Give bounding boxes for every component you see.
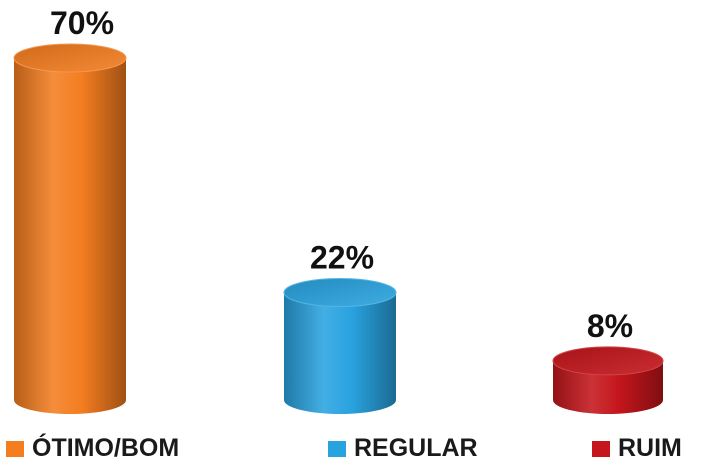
bar-body — [14, 58, 126, 414]
legend-swatch — [592, 441, 610, 457]
legend: ÓTIMO/BOM REGULAR RUIM — [6, 432, 682, 462]
legend-item: RUIM — [592, 434, 682, 462]
legend-label: REGULAR — [354, 434, 478, 462]
bar-top — [13, 43, 127, 73]
bar-body — [553, 360, 663, 414]
bar-top — [283, 278, 397, 308]
bar-ruim — [552, 346, 664, 414]
value-label: 8% — [587, 308, 633, 344]
legend-item: REGULAR — [328, 434, 478, 462]
bar-regular — [283, 278, 397, 414]
value-label: 70% — [50, 5, 114, 41]
legend-label: RUIM — [618, 434, 682, 462]
legend-swatch — [328, 441, 346, 457]
legend-swatch — [6, 441, 24, 457]
legend-item: ÓTIMO/BOM — [6, 432, 179, 462]
legend-label: ÓTIMO/BOM — [32, 432, 179, 462]
bars-group — [13, 43, 664, 414]
bar-body — [284, 292, 396, 414]
value-label: 22% — [310, 240, 374, 276]
bar-top — [552, 346, 664, 376]
bar--timo-bom — [13, 43, 127, 414]
value-labels-group: 70% 22% 8% — [50, 5, 633, 344]
